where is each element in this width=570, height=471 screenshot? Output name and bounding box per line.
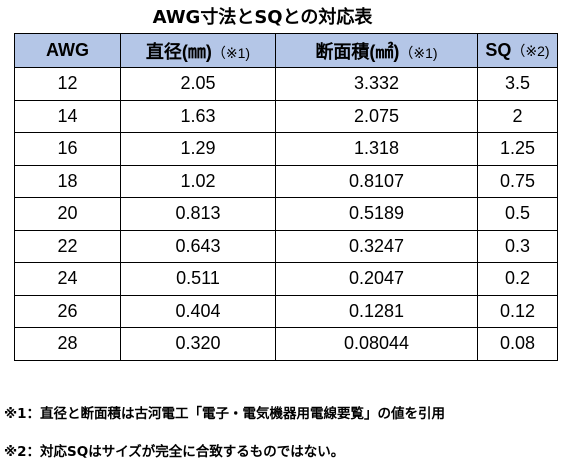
header-row: AWG 直径(㎜)（※1) 断面積(㎟)（※1) SQ（※2) <box>14 33 558 68</box>
cross-section-cell: 0.2047 <box>275 262 478 296</box>
awg-cell: 20 <box>14 197 121 231</box>
cross-section-cell: 0.8107 <box>275 164 478 198</box>
header-diameter: 直径(㎜)（※1) <box>120 33 276 68</box>
cross-section-cell: 0.08044 <box>275 327 478 361</box>
header-label: 断面積(㎟) <box>315 41 400 62</box>
awg-cell: 22 <box>14 229 121 263</box>
table-row: 22 0.643 0.3247 0.3 <box>14 229 558 263</box>
header-sq: SQ（※2) <box>477 33 558 68</box>
cross-section-cell: 0.3247 <box>275 229 478 263</box>
sq-cell: 0.2 <box>477 262 558 296</box>
table-row: 24 0.511 0.2047 0.2 <box>14 262 558 296</box>
awg-cell: 24 <box>14 262 121 296</box>
header-awg: AWG <box>14 33 121 68</box>
sq-cell: 1.25 <box>477 132 558 166</box>
sq-cell: 3.5 <box>477 67 558 101</box>
cross-section-cell: 0.1281 <box>275 294 478 328</box>
table-row: 12 2.05 3.332 3.5 <box>14 67 558 101</box>
awg-cell: 14 <box>14 99 121 133</box>
footnote-source: ※1：直径と断面積は古河電工「電子・電気機器用電線要覧」の値を引用 <box>4 406 446 422</box>
cross-section-cell: 1.318 <box>275 132 478 166</box>
sq-cell: 0.12 <box>477 294 558 328</box>
header-note: （※2) <box>511 43 550 59</box>
awg-sq-table: AWG 直径(㎜)（※1) 断面積(㎟)（※1) SQ（※2) 12 2.05 … <box>14 33 558 361</box>
awg-cell: 28 <box>14 327 121 361</box>
awg-cell: 18 <box>14 164 121 198</box>
table-row: 26 0.404 0.1281 0.12 <box>14 294 558 328</box>
sq-cell: 0.3 <box>477 229 558 263</box>
table-row: 20 0.813 0.5189 0.5 <box>14 197 558 231</box>
header-label: 直径(㎜) <box>145 41 212 62</box>
table-row: 14 1.63 2.075 2 <box>14 99 558 133</box>
awg-cell: 12 <box>14 67 121 101</box>
table-row: 16 1.29 1.318 1.25 <box>14 132 558 166</box>
table-row: 18 1.02 0.8107 0.75 <box>14 164 558 198</box>
sq-cell: 0.08 <box>477 327 558 361</box>
table-title: AWG寸法とSQとの対応表 <box>152 7 373 28</box>
header-label: AWG <box>46 40 89 60</box>
awg-cell: 16 <box>14 132 121 166</box>
diameter-cell: 1.02 <box>120 164 276 198</box>
diameter-cell: 1.29 <box>120 132 276 166</box>
cross-section-cell: 2.075 <box>275 99 478 133</box>
diameter-cell: 0.320 <box>120 327 276 361</box>
table-row: 28 0.320 0.08044 0.08 <box>14 327 558 361</box>
awg-cell: 26 <box>14 294 121 328</box>
sq-cell: 0.5 <box>477 197 558 231</box>
diameter-cell: 1.63 <box>120 99 276 133</box>
diameter-cell: 0.404 <box>120 294 276 328</box>
diameter-cell: 0.813 <box>120 197 276 231</box>
header-label: SQ <box>485 40 512 60</box>
header-note: （※1) <box>211 44 251 61</box>
diameter-cell: 0.511 <box>120 262 276 296</box>
cross-section-cell: 0.5189 <box>275 197 478 231</box>
diameter-cell: 2.05 <box>120 67 276 101</box>
cross-section-cell: 3.332 <box>275 67 478 101</box>
header-note: （※1) <box>399 44 438 61</box>
diameter-cell: 0.643 <box>120 229 276 263</box>
sq-cell: 0.75 <box>477 164 558 198</box>
header-cross-section: 断面積(㎟)（※1) <box>275 33 478 68</box>
sq-cell: 2 <box>477 99 558 133</box>
footnote-sq-approximation: ※2：対応SQはサイズが完全に合致するものではない。 <box>4 444 345 460</box>
